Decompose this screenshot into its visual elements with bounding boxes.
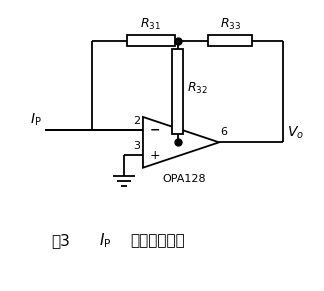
Bar [127,36,175,46]
Text: +: + [150,148,161,162]
Text: $R_{31}$: $R_{31}$ [140,17,161,32]
Text: $V_o$: $V_o$ [287,124,304,141]
Text: $R_{33}$: $R_{33}$ [220,17,241,32]
Text: 3: 3 [133,141,140,151]
Text: $I_\mathrm{P}$: $I_\mathrm{P}$ [30,112,41,128]
Text: −: − [150,123,160,136]
Text: 电流放大电路: 电流放大电路 [130,233,185,248]
Text: OPA128: OPA128 [162,174,206,184]
Bar [172,49,183,134]
Text: $R_{32}$: $R_{32}$ [187,81,208,96]
Text: 2: 2 [133,116,140,126]
Text: $I_\mathrm{P}$: $I_\mathrm{P}$ [98,231,111,250]
Text: 6: 6 [221,127,228,136]
Text: 图3: 图3 [51,233,70,248]
Bar [208,36,252,46]
